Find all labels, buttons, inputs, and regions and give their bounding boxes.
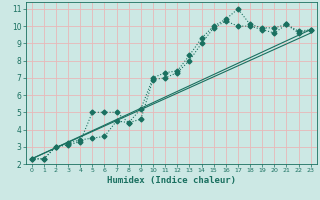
X-axis label: Humidex (Indice chaleur): Humidex (Indice chaleur) [107, 176, 236, 185]
